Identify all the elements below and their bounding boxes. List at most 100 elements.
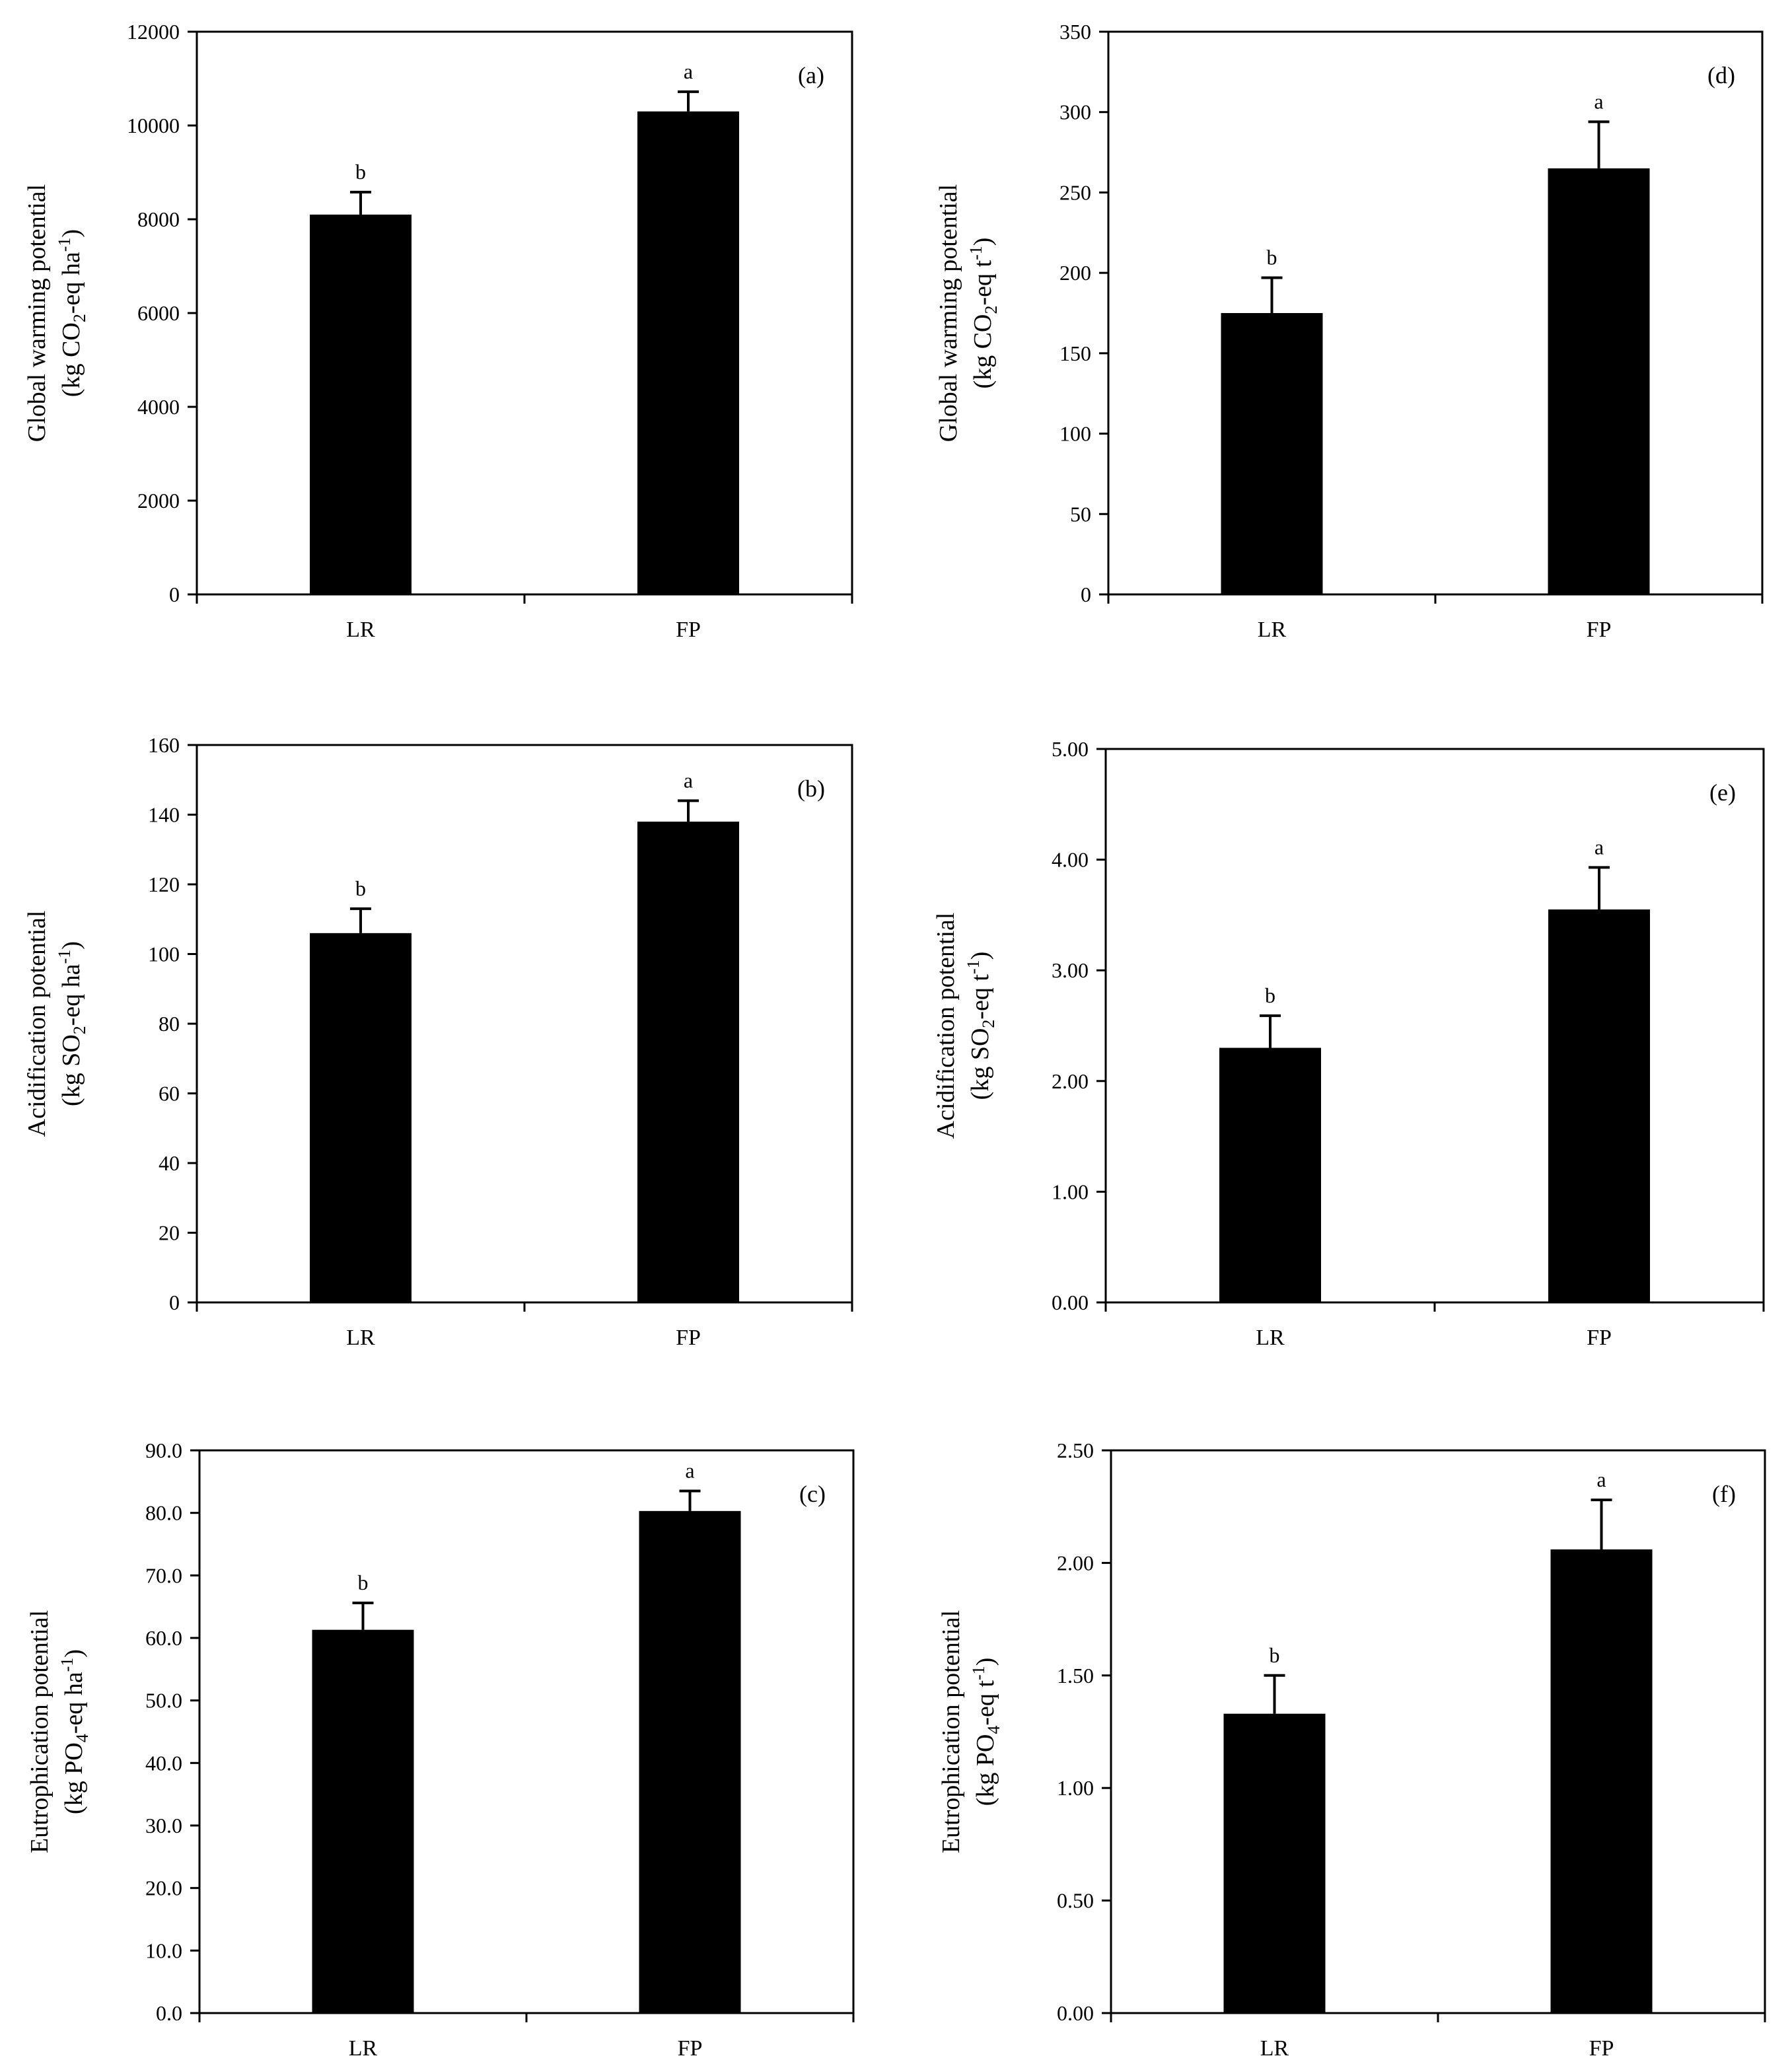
y-title-subscript: 4 (73, 1734, 92, 1742)
y-tick-label: 40 (159, 1151, 180, 1175)
y-axis-title-line2: (kg SO2-eq ha-1) (55, 941, 89, 1106)
y-title-part: -eq ha (57, 964, 85, 1026)
y-tick-label: 140 (148, 803, 180, 827)
y-tick-label: 0.00 (1052, 1291, 1089, 1314)
significance-letter: a (1594, 89, 1603, 113)
y-title-part: (kg CO (57, 322, 85, 397)
y-tick-label: 50 (1070, 502, 1091, 526)
significance-letter: b (1267, 245, 1277, 269)
y-tick-label: 1.50 (1057, 1664, 1094, 1687)
y-tick-label: 6000 (137, 301, 180, 325)
y-axis-title-line2: (kg PO4-eq t-1) (969, 1658, 1003, 1806)
significance-letter: b (355, 876, 366, 900)
category-label: FP (1587, 1326, 1612, 1350)
significance-letter: b (358, 1571, 369, 1594)
y-axis-title-line2: (kg SO2-eq t-1) (964, 952, 998, 1100)
y-tick-label: 80.0 (145, 1501, 182, 1525)
y-title-part: -eq t (966, 974, 994, 1020)
chart-panel-f: 0.00 0.50 1.00 1.50 2.00 2.50 b LR a FP (f) Eutroph… (937, 1438, 1766, 2056)
plot-frame (1110, 1449, 1766, 2014)
y-title-superscript: -1 (966, 246, 986, 260)
y-title-part: (kg PO (60, 1742, 88, 1814)
y-title-part: (kg PO (972, 1734, 999, 1806)
bar-lr (310, 214, 412, 594)
y-axis-title-line1: Global warming potential (23, 184, 51, 442)
y-axis-title-line1: Acidification potential (932, 913, 960, 1139)
y-title-part: ) (972, 1658, 999, 1666)
y-title-superscript: -1 (55, 238, 74, 252)
significance-letter: a (1596, 1468, 1606, 1491)
y-axis-title-line1: Eutrophication potential (937, 1610, 965, 1853)
y-title-part: ) (57, 229, 85, 238)
y-tick-label: 2.50 (1057, 1438, 1094, 1462)
y-tick-label: 60 (159, 1082, 180, 1106)
category-label: FP (676, 1326, 701, 1350)
category-label: LR (1258, 618, 1287, 642)
category-label: LR (346, 618, 375, 642)
chart-panel-e: 0.00 1.00 2.00 3.00 4.00 5.00 b LR a FP (e) Acidifi… (932, 737, 1765, 1350)
y-tick-label: 250 (1059, 180, 1091, 204)
bar-fp (1548, 168, 1650, 594)
y-axis-title-line1: Acidification potential (23, 911, 51, 1137)
y-tick-label: 50.0 (145, 1689, 182, 1713)
significance-letter: a (685, 1459, 694, 1483)
y-tick-label: 4.00 (1052, 848, 1089, 872)
y-tick-label: 2.00 (1052, 1069, 1089, 1093)
y-tick-label: 0.0 (156, 2001, 182, 2025)
significance-letter: a (684, 768, 693, 792)
y-axis-title-line1: Eutrophication potential (26, 1610, 54, 1853)
bar-fp (637, 822, 739, 1302)
y-tick-label: 4000 (137, 395, 180, 419)
bar-fp (1548, 909, 1650, 1302)
bar-lr (1221, 313, 1323, 594)
y-tick-label: 160 (148, 733, 180, 757)
y-tick-label: 30.0 (145, 1814, 182, 1837)
y-tick-label: 150 (1059, 341, 1091, 365)
plot-frame (1104, 748, 1765, 1304)
bar-lr (1219, 1047, 1321, 1302)
y-tick-label: 0 (1081, 583, 1091, 606)
panel-label: (a) (798, 62, 824, 89)
plot-frame (196, 744, 853, 1304)
y-axis-title-line2: (kg PO4-eq ha-1) (57, 1649, 92, 1814)
category-label: FP (1587, 618, 1612, 642)
y-title-part: (kg SO (57, 1034, 85, 1106)
y-tick-label: 80 (159, 1012, 180, 1036)
panel-label: (f) (1712, 1481, 1736, 1507)
y-title-superscript: -1 (969, 1666, 988, 1680)
y-tick-label: 40.0 (145, 1751, 182, 1775)
category-label: FP (676, 618, 701, 642)
y-tick-label: 0.00 (1057, 2001, 1094, 2025)
y-tick-label: 1.00 (1057, 1776, 1094, 1800)
y-title-subscript: 2 (70, 1026, 89, 1034)
y-tick-label: 12000 (127, 20, 180, 44)
bar-lr (312, 1629, 414, 2013)
y-tick-label: 20 (159, 1221, 180, 1245)
y-title-subscript: 2 (982, 305, 1001, 314)
category-label: LR (1256, 1326, 1285, 1350)
y-title-part: ) (60, 1649, 88, 1658)
y-title-part: -eq ha (60, 1672, 88, 1734)
y-tick-label: 10.0 (145, 1938, 182, 1962)
category-label: LR (1260, 2036, 1289, 2056)
y-axis-title-line2: (kg CO2-eq t-1) (966, 238, 1001, 389)
y-title-part: ) (57, 941, 85, 950)
bar-fp (1550, 1549, 1653, 2013)
plot-frame (196, 30, 853, 596)
y-title-part: (kg CO (969, 314, 997, 388)
y-title-subscript: 2 (979, 1020, 998, 1028)
y-tick-label: 10000 (127, 114, 180, 137)
bar-fp (639, 1510, 741, 2013)
y-tick-label: 200 (1059, 261, 1091, 285)
chart-panel-d: 0 50 100 150 200 250 300 350 b LR a FP (d) Global war… (935, 20, 1764, 642)
bar-fp (637, 111, 739, 594)
y-axis-title-line2: (kg CO2-eq ha-1) (55, 229, 89, 397)
y-tick-label: 0 (169, 583, 180, 606)
y-title-superscript: -1 (964, 960, 983, 974)
y-tick-label: 100 (148, 942, 180, 966)
significance-letter: a (684, 59, 693, 83)
bar-lr (1223, 1713, 1326, 2013)
category-label: LR (349, 2036, 378, 2056)
y-title-subscript: 4 (984, 1726, 1003, 1734)
y-tick-label: 2.00 (1057, 1551, 1094, 1575)
